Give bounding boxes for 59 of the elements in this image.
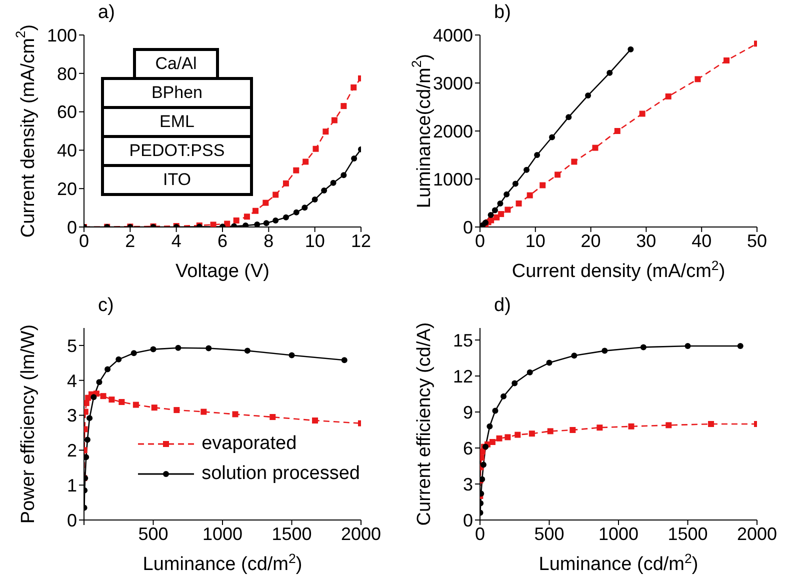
- y-tick-label: 80: [56, 64, 77, 84]
- x-tick-label: 40: [692, 230, 712, 251]
- legend-label: solution processed: [202, 463, 360, 485]
- x-tick-label: 500: [138, 524, 168, 544]
- x-axis-title: Voltage (V): [176, 261, 270, 282]
- x-tick-label: 1500: [668, 524, 708, 544]
- y-axis-title: Power efficiency (lm/W): [18, 324, 38, 524]
- y-tick-label: 3: [462, 474, 473, 494]
- x-tick-label: 10: [304, 230, 325, 251]
- annotation: PEDOT:PSS: [101, 135, 253, 167]
- x-tick-label: 500: [534, 524, 564, 544]
- y-tick-label: 6: [462, 438, 473, 458]
- x-tick-label: 1500: [272, 524, 312, 544]
- x-tick-label: 4: [171, 230, 182, 251]
- annotation: Ca/Al: [133, 48, 219, 80]
- x-tick-label: 30: [636, 230, 656, 251]
- x-tick-label: 2000: [340, 524, 382, 544]
- x-tick-label: 1000: [202, 524, 243, 544]
- y-tick-label: 9: [462, 402, 473, 422]
- y-tick-label: 20: [56, 178, 77, 199]
- x-tick-label: 2000: [736, 524, 778, 544]
- chart-title: d): [494, 295, 511, 317]
- y-tick-label: 1000: [432, 169, 473, 190]
- x-tick-label: 50: [746, 230, 768, 251]
- y-tick-label: 12: [452, 366, 473, 386]
- y-tick-label: 5: [66, 336, 77, 356]
- x-axis-title: Luminance (cd/m$^{2}$): [538, 550, 698, 575]
- y-axis-title: Current efficiency (cd/A): [414, 322, 434, 526]
- annotation: BPhen: [101, 77, 253, 109]
- y-tick-label: 60: [56, 102, 77, 122]
- y-tick-label: 2000: [432, 121, 473, 142]
- x-axis-title: Current density (mA/cm$^{2}$): [512, 258, 726, 282]
- y-tick-label: 4: [66, 370, 77, 391]
- x-tick-label: 1000: [598, 524, 639, 544]
- annotation: EML: [101, 106, 253, 138]
- x-tick-label: 10: [525, 230, 546, 251]
- y-tick-label: 0: [462, 217, 473, 238]
- y-tick-label: 40: [56, 140, 77, 161]
- y-tick-label: 1: [66, 475, 77, 496]
- chart-title: c): [98, 295, 114, 317]
- chart-title: b): [494, 2, 511, 24]
- y-tick-label: 100: [46, 25, 77, 46]
- chart-title: a): [98, 2, 115, 24]
- x-tick-label: 12: [350, 230, 372, 251]
- x-axis-title: Luminance (cd/m$^{2}$): [142, 550, 302, 575]
- x-tick-label: 20: [580, 230, 601, 251]
- y-tick-label: 2: [66, 440, 77, 461]
- y-tick-label: 15: [452, 330, 473, 350]
- x-tick-label: 6: [217, 230, 228, 251]
- x-tick-label: 8: [264, 230, 274, 251]
- y-tick-label: 3000: [432, 73, 473, 94]
- y-tick-label: 4000: [432, 25, 473, 46]
- legend-label: evaporated: [202, 433, 297, 455]
- x-tick-label: 2: [125, 230, 136, 251]
- y-tick-label: 0: [66, 510, 77, 530]
- y-tick-label: 3: [66, 406, 77, 426]
- y-tick-label: 0: [462, 510, 473, 530]
- annotation: ITO: [101, 164, 253, 196]
- y-tick-label: 0: [66, 217, 77, 238]
